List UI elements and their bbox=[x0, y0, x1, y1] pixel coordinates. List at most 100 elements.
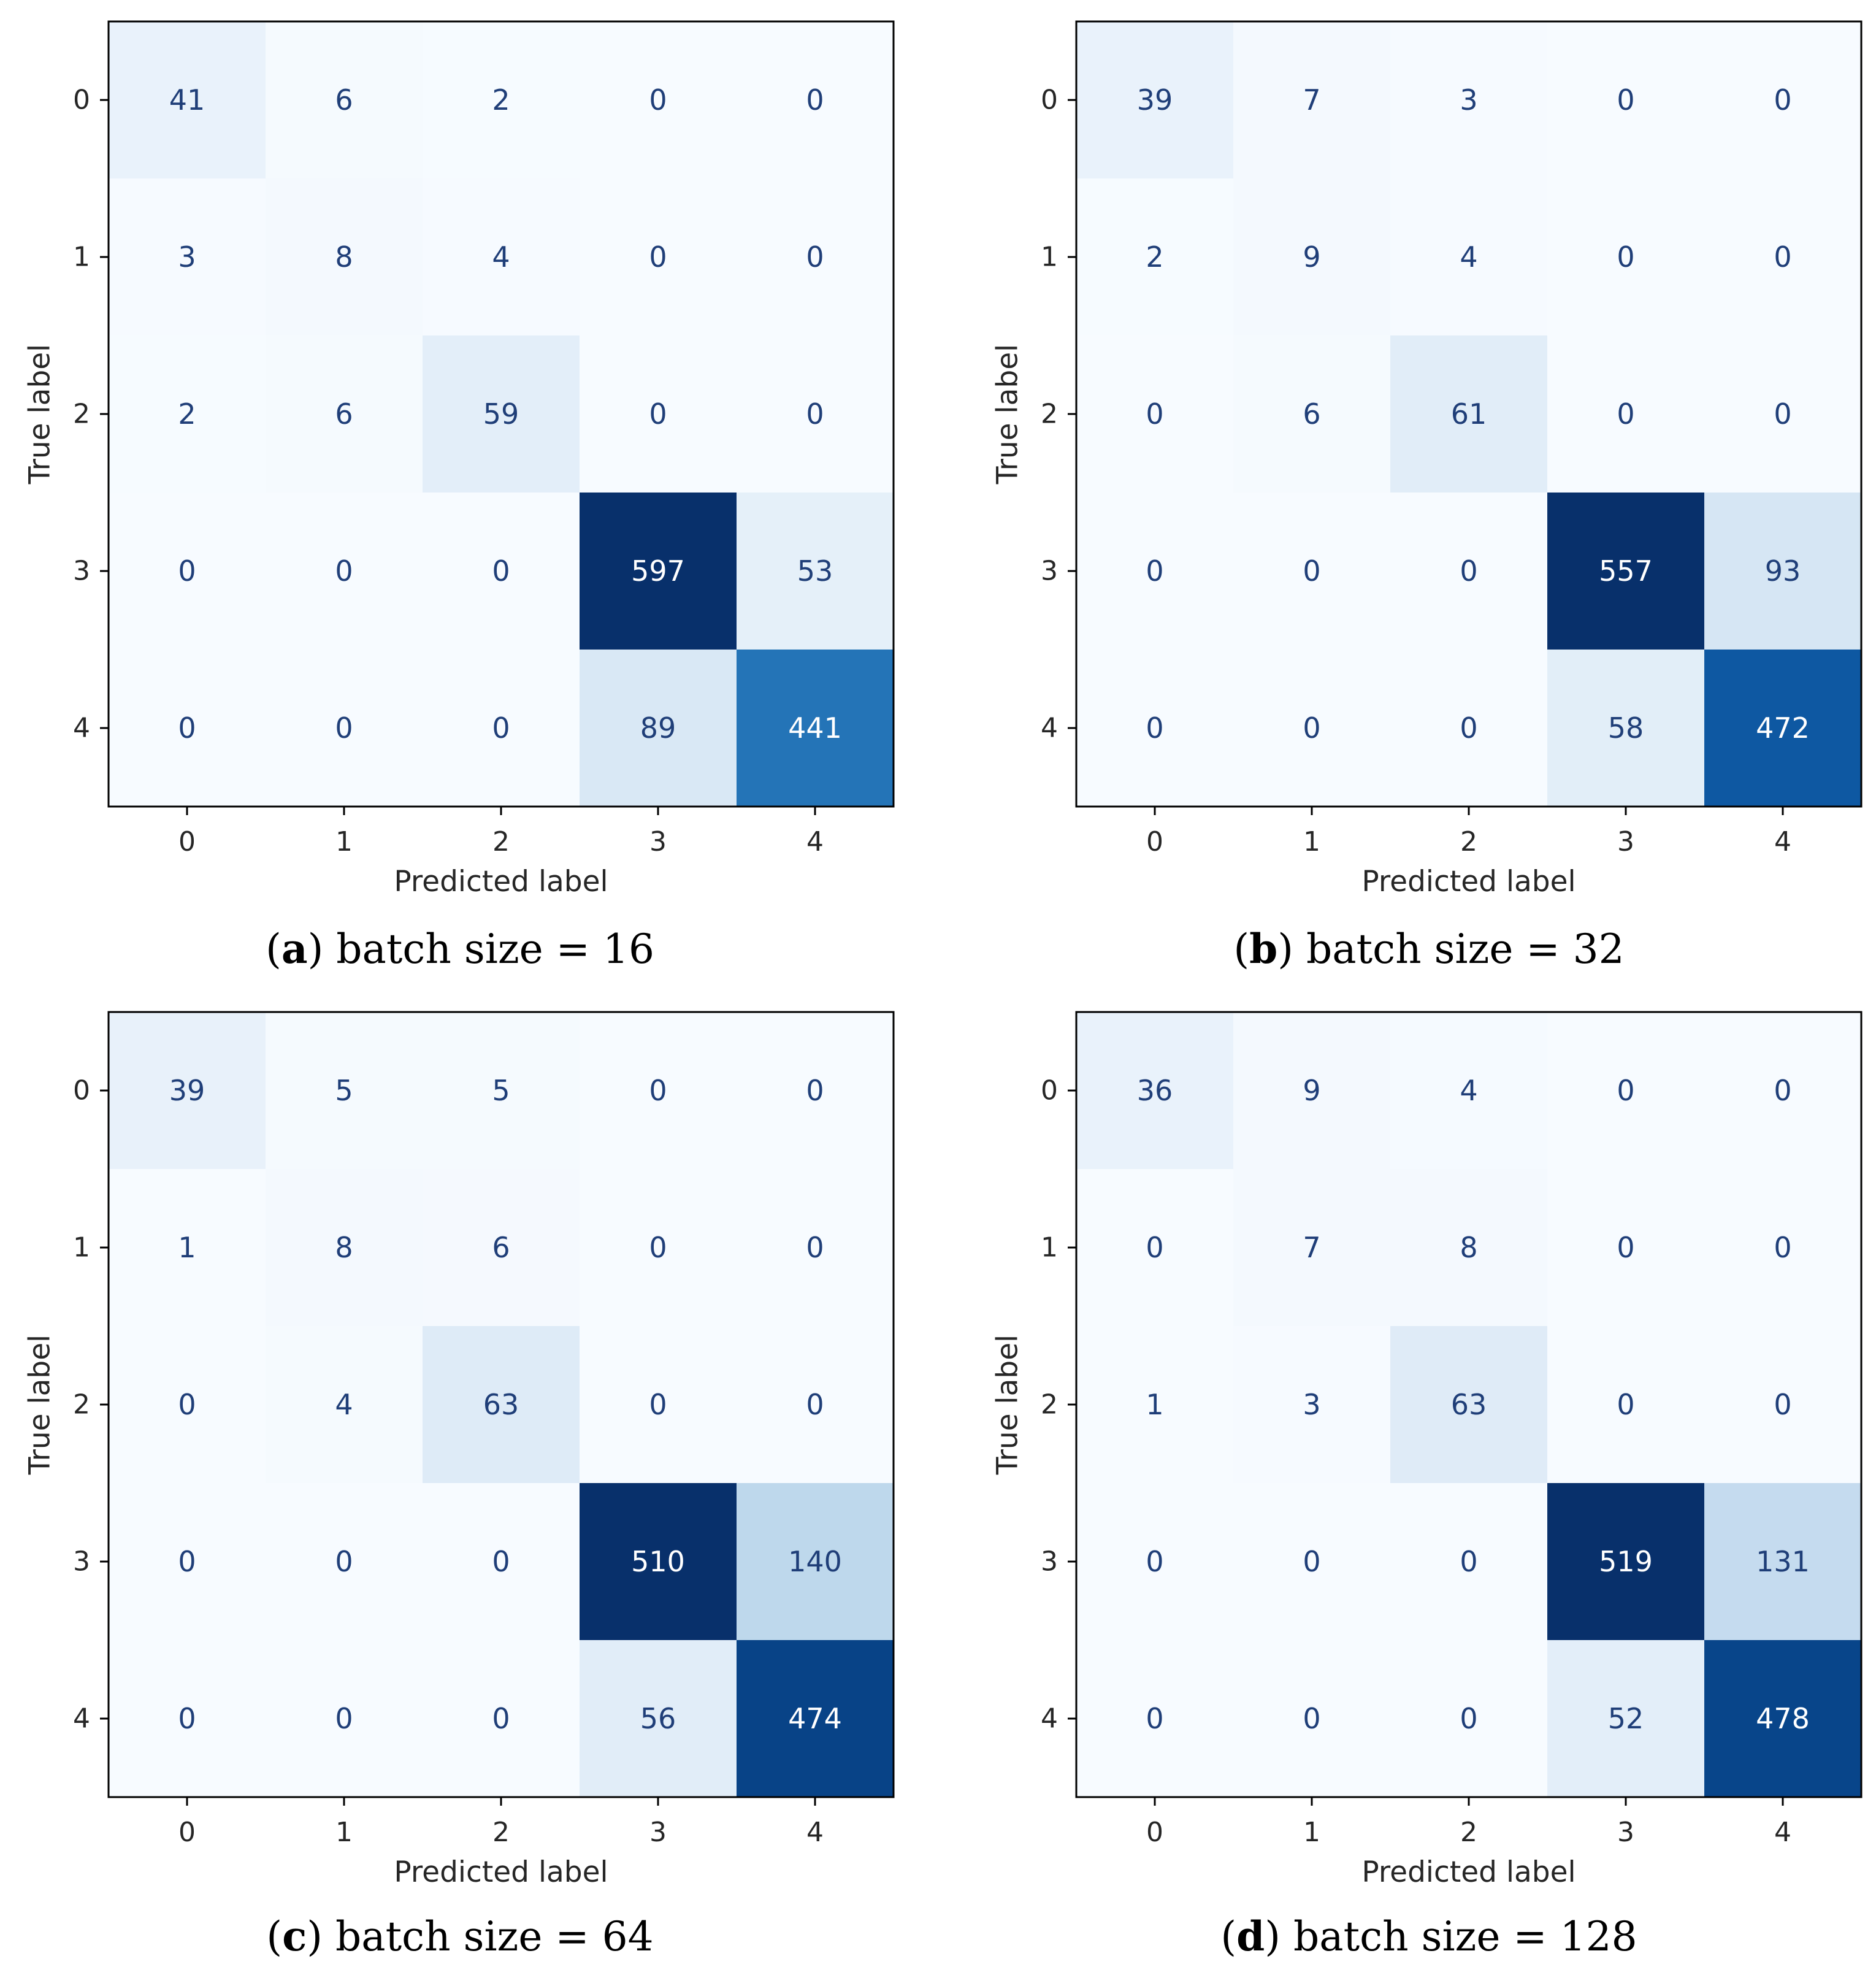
cell-2-4 bbox=[737, 1326, 894, 1484]
cell-4-2 bbox=[1390, 1640, 1548, 1798]
caption-text: batch size = 32 bbox=[1293, 926, 1625, 973]
x-tick-label-1: 1 bbox=[335, 1817, 353, 1848]
cell-value-0-4: 0 bbox=[1774, 1074, 1791, 1107]
caption-text: batch size = 16 bbox=[323, 926, 654, 973]
cell-value-2-3: 0 bbox=[1617, 1388, 1634, 1421]
caption-open-paren: ( bbox=[1220, 1913, 1236, 1960]
x-axis-label: Predicted label bbox=[1361, 1855, 1575, 1889]
x-tick-label-4: 4 bbox=[806, 1817, 824, 1848]
cell-3-4 bbox=[737, 1483, 894, 1641]
x-tick-label-1: 1 bbox=[335, 826, 353, 857]
cell-value-1-2: 8 bbox=[1460, 1231, 1477, 1264]
cell-0-4 bbox=[737, 21, 894, 179]
y-tick-label-1: 1 bbox=[1041, 242, 1058, 273]
cell-3-1 bbox=[1233, 493, 1391, 650]
cell-1-0 bbox=[109, 1169, 266, 1327]
x-axis-label: Predicted label bbox=[394, 1855, 608, 1889]
cell-4-3 bbox=[580, 1640, 737, 1798]
cell-3-1 bbox=[1233, 1483, 1391, 1641]
cell-value-0-2: 2 bbox=[492, 83, 510, 117]
cell-4-3 bbox=[1547, 1640, 1705, 1798]
cell-value-3-3: 519 bbox=[1599, 1545, 1653, 1578]
cell-0-0 bbox=[1076, 1012, 1234, 1170]
cell-value-4-3: 58 bbox=[1608, 711, 1644, 745]
cell-value-0-1: 6 bbox=[335, 83, 353, 117]
cell-3-0 bbox=[109, 1483, 266, 1641]
cell-4-4 bbox=[1704, 1640, 1862, 1798]
x-tick-label-2: 2 bbox=[1460, 826, 1477, 857]
cell-value-4-2: 0 bbox=[492, 711, 510, 745]
cell-value-1-0: 1 bbox=[178, 1231, 196, 1264]
cell-4-1 bbox=[266, 650, 423, 807]
cell-value-2-4: 0 bbox=[1774, 397, 1791, 431]
cell-value-3-4: 140 bbox=[788, 1545, 842, 1578]
cell-1-0 bbox=[109, 178, 266, 336]
cell-0-2 bbox=[423, 21, 580, 179]
cell-value-2-3: 0 bbox=[649, 397, 667, 431]
y-axis-label: True label bbox=[991, 1335, 1025, 1475]
cell-1-2 bbox=[1390, 178, 1548, 336]
cell-value-3-0: 0 bbox=[178, 554, 196, 588]
cell-value-0-3: 0 bbox=[1617, 83, 1634, 117]
cell-value-4-0: 0 bbox=[178, 1702, 196, 1735]
cell-4-1 bbox=[1233, 1640, 1391, 1798]
cell-4-2 bbox=[423, 1640, 580, 1798]
cell-value-1-1: 8 bbox=[335, 1231, 353, 1264]
cell-value-0-0: 39 bbox=[1137, 83, 1173, 117]
cell-value-4-3: 89 bbox=[640, 711, 676, 745]
cell-1-2 bbox=[423, 1169, 580, 1327]
cell-0-4 bbox=[1704, 21, 1862, 179]
y-tick-label-2: 2 bbox=[1041, 1389, 1058, 1420]
cell-value-0-2: 5 bbox=[492, 1074, 510, 1107]
caption-close-paren: ) bbox=[307, 1913, 323, 1960]
cell-3-1 bbox=[266, 493, 423, 650]
cell-2-4 bbox=[1704, 335, 1862, 493]
cell-2-2 bbox=[423, 335, 580, 493]
cell-0-3 bbox=[580, 21, 737, 179]
cell-2-1 bbox=[1233, 335, 1391, 493]
x-tick-label-0: 0 bbox=[178, 826, 196, 857]
x-tick-label-3: 3 bbox=[649, 826, 667, 857]
cell-0-1 bbox=[1233, 1012, 1391, 1170]
cell-2-3 bbox=[580, 1326, 737, 1484]
cell-value-4-0: 0 bbox=[1146, 711, 1163, 745]
cell-1-1 bbox=[1233, 178, 1391, 336]
cell-0-2 bbox=[423, 1012, 580, 1170]
y-tick-label-0: 0 bbox=[1041, 85, 1058, 116]
cell-value-2-3: 0 bbox=[1617, 397, 1634, 431]
cell-2-0 bbox=[109, 1326, 266, 1484]
cell-value-1-1: 9 bbox=[1303, 240, 1320, 274]
cell-1-1 bbox=[266, 1169, 423, 1327]
x-tick-label-0: 0 bbox=[1146, 826, 1163, 857]
cell-value-2-2: 59 bbox=[483, 397, 519, 431]
cell-value-0-4: 0 bbox=[1774, 83, 1791, 117]
cell-0-0 bbox=[109, 21, 266, 179]
cell-3-4 bbox=[737, 493, 894, 650]
cell-value-1-2: 4 bbox=[492, 240, 510, 274]
cell-1-4 bbox=[1704, 1169, 1862, 1327]
caption-panel-letter: d bbox=[1236, 1912, 1265, 1960]
y-tick-label-4: 4 bbox=[1041, 713, 1058, 744]
cell-0-2 bbox=[1390, 21, 1548, 179]
x-tick-label-3: 3 bbox=[1617, 1817, 1634, 1848]
y-tick-label-4: 4 bbox=[73, 1703, 90, 1735]
cell-value-3-4: 53 bbox=[797, 554, 833, 588]
y-tick-label-1: 1 bbox=[73, 242, 90, 273]
cell-2-1 bbox=[266, 335, 423, 493]
cell-value-2-0: 0 bbox=[178, 1388, 196, 1421]
y-tick-label-2: 2 bbox=[1041, 399, 1058, 430]
cell-value-3-0: 0 bbox=[1146, 554, 1163, 588]
cell-4-0 bbox=[1076, 650, 1234, 807]
cell-value-4-0: 0 bbox=[178, 711, 196, 745]
cell-1-2 bbox=[1390, 1169, 1548, 1327]
cell-value-2-4: 0 bbox=[806, 1388, 824, 1421]
cell-4-1 bbox=[1233, 650, 1391, 807]
y-tick-label-1: 1 bbox=[1041, 1232, 1058, 1263]
cell-value-3-0: 0 bbox=[1146, 1545, 1163, 1578]
caption-open-paren: ( bbox=[266, 926, 281, 973]
cell-1-1 bbox=[266, 178, 423, 336]
cell-value-0-0: 36 bbox=[1137, 1074, 1173, 1107]
confusion-matrix-panel-d: 36 9 4 0 0 0 7 8 0 0 1 3 63 0 0 0 0 0 519 131 0 0 0 52 478 0 1 2 3 4 0… bbox=[991, 1011, 1863, 1960]
cell-2-4 bbox=[1704, 1326, 1862, 1484]
